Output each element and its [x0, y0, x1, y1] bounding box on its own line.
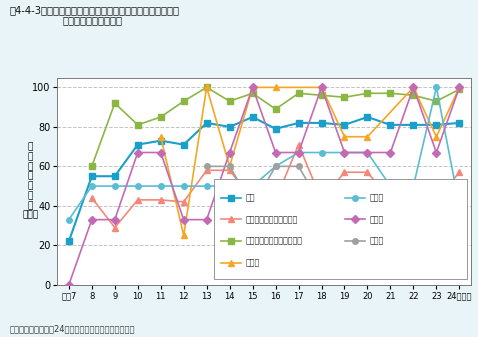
Text: 有明海: 有明海	[369, 237, 384, 246]
Text: 海域: 海域	[246, 193, 255, 202]
Text: 大阪湾: 大阪湾	[369, 215, 384, 224]
Text: 八代海: 八代海	[246, 258, 260, 268]
Y-axis label: 環
境
基
準
達
成
率
（％）: 環 境 基 準 達 成 率 （％）	[22, 143, 39, 220]
Text: 東京湾: 東京湾	[369, 193, 384, 202]
Text: 瀮戸内海（大阪湾を除く）: 瀮戸内海（大阪湾を除く）	[246, 237, 303, 246]
Text: 移（全窒素・全りん）: 移（全窒素・全りん）	[62, 15, 122, 25]
Text: 資料：環境省「平成24年度公共用水域水質測定結果」: 資料：環境省「平成24年度公共用水域水質測定結果」	[10, 325, 135, 334]
Bar	[215, 179, 467, 279]
Text: 図4-4-3　広域的な閉鎖性海域における環境基準達成率の推: 図4-4-3 広域的な閉鎖性海域における環境基準達成率の推	[10, 5, 180, 15]
Text: 伊勢湾（三河湾を含む）: 伊勢湾（三河湾を含む）	[246, 215, 298, 224]
